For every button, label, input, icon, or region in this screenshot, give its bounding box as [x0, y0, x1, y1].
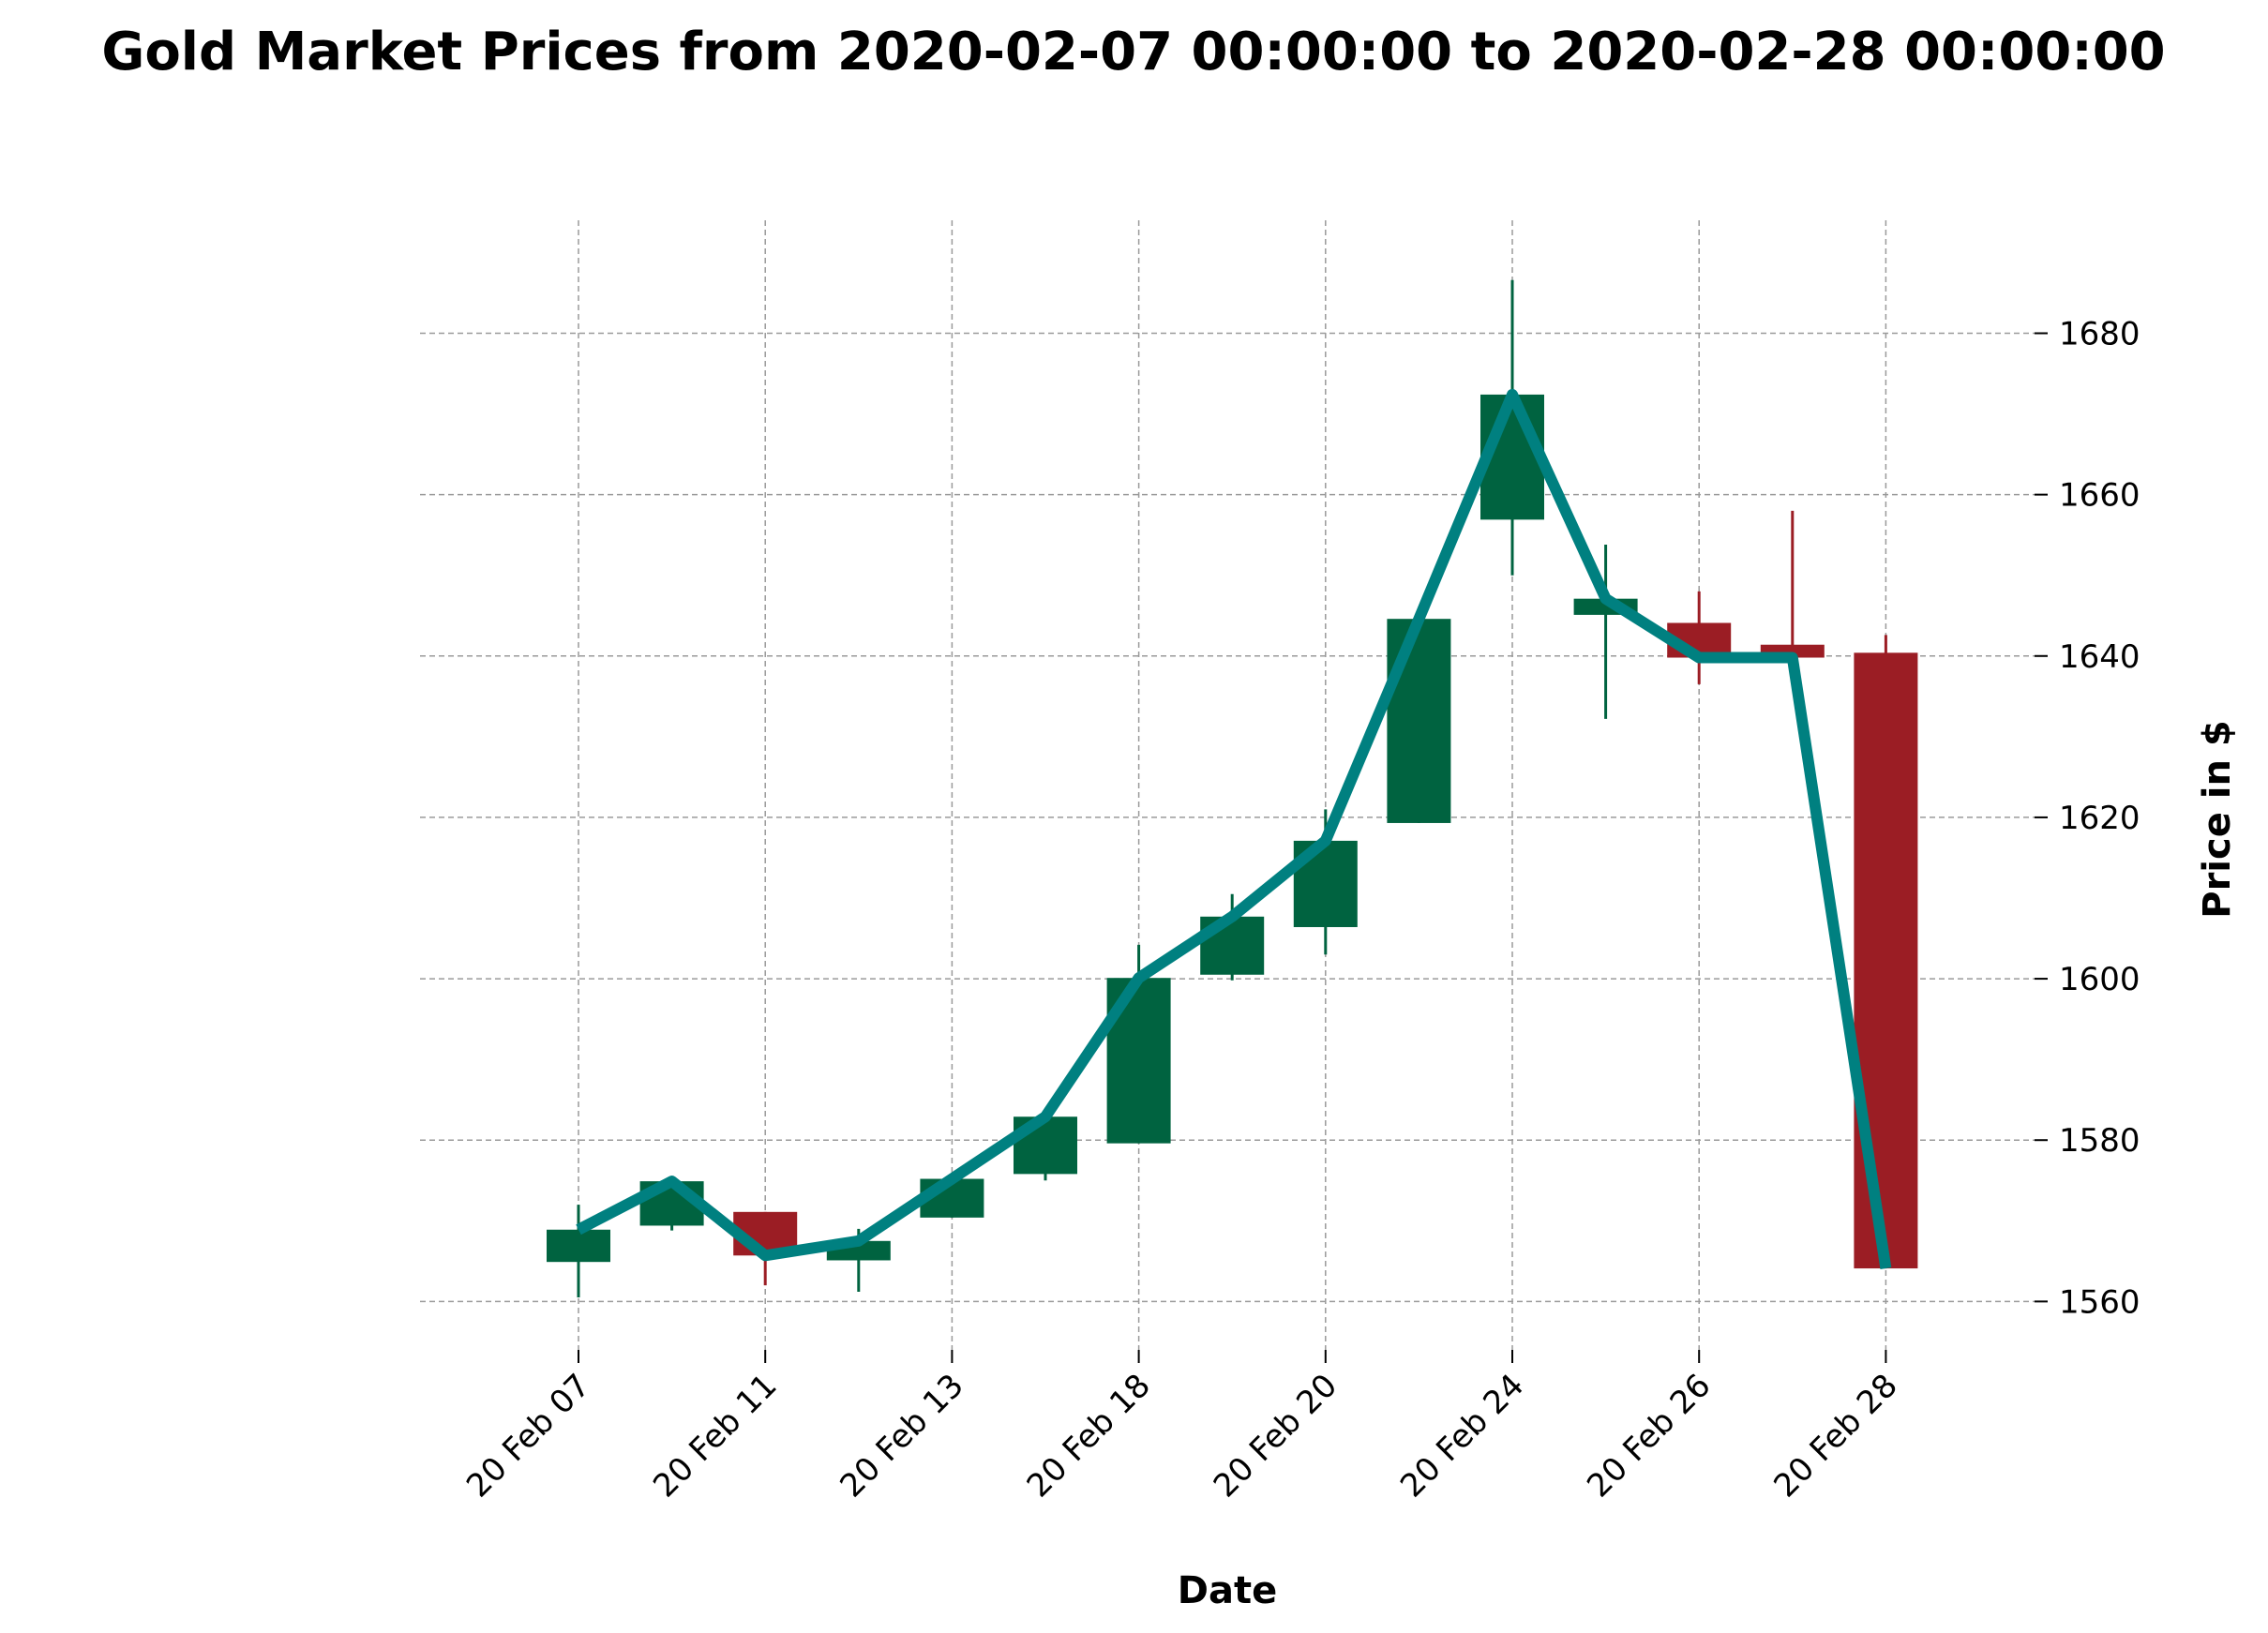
x-tick-label: 20 Feb 28: [1766, 1367, 1904, 1505]
y-tick-label: 1680: [2059, 316, 2140, 353]
y-tick-label: 1660: [2059, 477, 2140, 515]
x-tick-label: 20 Feb 07: [459, 1367, 597, 1505]
chart-title: Gold Market Prices from 2020-02-07 00:00…: [101, 22, 2165, 82]
y-tick-label: 1600: [2059, 961, 2140, 998]
x-tick-label: 20 Feb 13: [833, 1367, 970, 1505]
candle-body: [1387, 619, 1451, 823]
candle-body: [547, 1229, 610, 1263]
x-tick-label: 20 Feb 26: [1580, 1367, 1718, 1505]
candle-body: [1854, 652, 1918, 1269]
x-tick-label: 20 Feb 24: [1393, 1367, 1531, 1505]
y-tick-label: 1620: [2059, 800, 2140, 837]
x-tick-label: 20 Feb 18: [1020, 1367, 1158, 1505]
x-axis-label: Date: [1178, 1569, 1277, 1612]
y-tick-label: 1580: [2059, 1122, 2140, 1160]
close-price-line: [576, 388, 1892, 1269]
y-tick-label: 1560: [2059, 1283, 2140, 1321]
close-line-layer: [576, 388, 1892, 1269]
x-tick-label: 20 Feb 11: [646, 1367, 784, 1505]
y-tick-label: 1640: [2059, 638, 2140, 676]
y-axis-label: Price in $: [2196, 720, 2239, 918]
candles: [547, 279, 1918, 1298]
x-tick-label: 20 Feb 20: [1207, 1367, 1344, 1505]
